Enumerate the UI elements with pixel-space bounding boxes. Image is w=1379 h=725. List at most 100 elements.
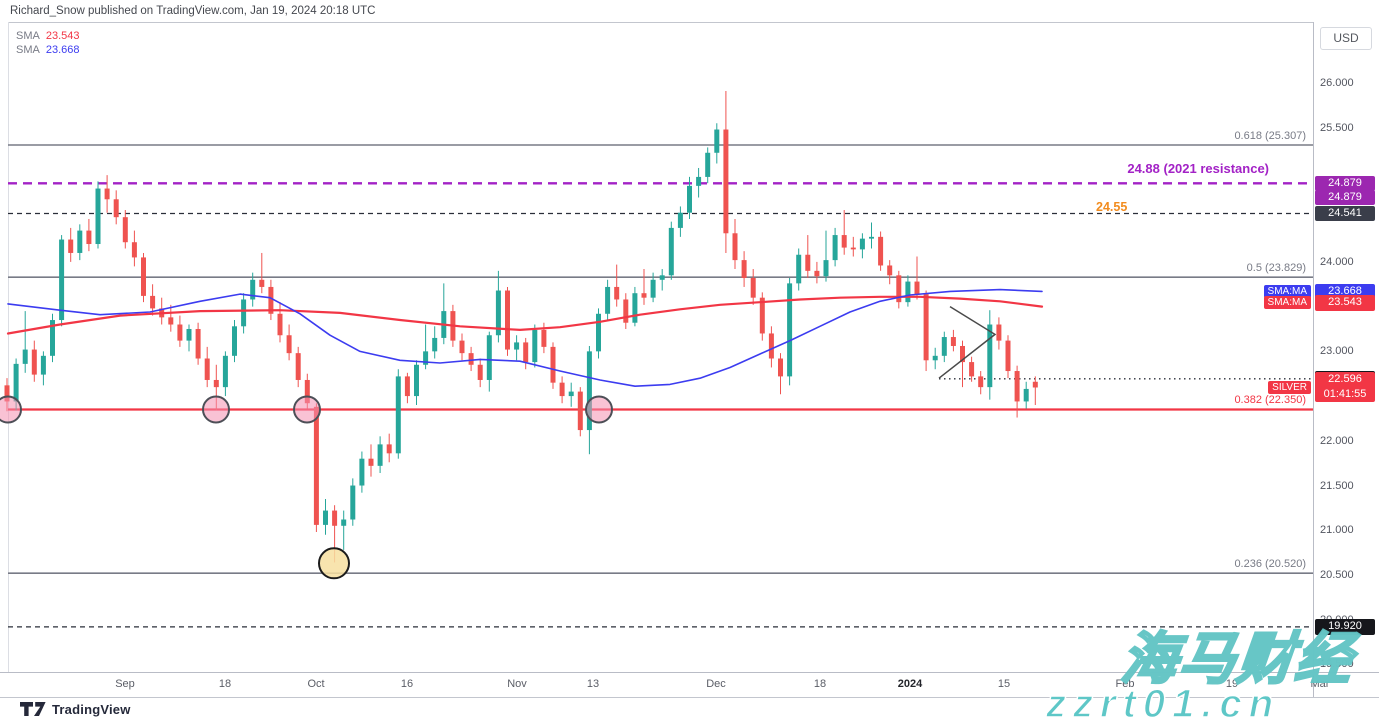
support-touch-1[interactable] (0, 395, 22, 424)
candle[interactable] (778, 353, 783, 395)
candle[interactable] (1023, 381, 1029, 409)
candle[interactable] (523, 337, 529, 370)
candle[interactable] (268, 279, 274, 321)
sma-slow-line[interactable] (7, 288, 1043, 388)
candle[interactable] (377, 436, 383, 474)
alert-tag-19920[interactable]: 19.920 (1315, 619, 1375, 635)
candle[interactable] (68, 227, 74, 262)
candle[interactable] (295, 346, 301, 388)
candle[interactable] (131, 230, 137, 267)
candle[interactable] (905, 275, 911, 307)
candle[interactable] (832, 227, 838, 267)
candle[interactable] (59, 235, 65, 327)
candle[interactable] (641, 269, 647, 305)
candle[interactable] (941, 331, 947, 363)
candle[interactable] (887, 260, 893, 285)
candle[interactable] (632, 286, 638, 327)
candle[interactable] (195, 322, 201, 365)
candle[interactable] (368, 444, 374, 477)
candle[interactable] (987, 310, 993, 400)
candle[interactable] (113, 190, 119, 225)
candle[interactable] (850, 236, 856, 257)
candle[interactable] (286, 324, 292, 361)
swing-low-circle[interactable] (318, 547, 350, 580)
candle[interactable] (896, 270, 902, 309)
resistance-annotation[interactable]: 24.88 (2021 resistance) (1127, 161, 1269, 176)
candle[interactable] (623, 293, 629, 329)
candle[interactable] (1032, 376, 1038, 406)
candle[interactable] (532, 324, 538, 368)
last-price-tag[interactable]: 22.596 01:41:55 (1315, 372, 1375, 403)
candle[interactable] (404, 372, 410, 404)
level-tag-24541[interactable]: 24.541 (1315, 205, 1375, 222)
candle[interactable] (232, 320, 237, 363)
candle[interactable] (386, 433, 392, 463)
candle[interactable] (1014, 365, 1020, 418)
candle[interactable] (878, 231, 884, 271)
symbol-chip[interactable]: SILVER (1268, 380, 1311, 394)
currency-unit-button[interactable]: USD (1320, 27, 1372, 50)
candle[interactable] (468, 346, 474, 372)
candle[interactable] (104, 175, 110, 213)
candle[interactable] (40, 351, 46, 386)
candle[interactable] (805, 235, 811, 279)
candle[interactable] (1005, 335, 1011, 379)
candle[interactable] (823, 230, 829, 282)
candle[interactable] (714, 123, 720, 164)
indicator-legend[interactable]: SMA 23.543 SMA 23.668 (16, 29, 80, 57)
candle[interactable] (150, 284, 156, 316)
candle[interactable] (687, 176, 692, 219)
candle[interactable] (841, 210, 847, 255)
sma-fast-chip[interactable]: SMA:MA (1263, 296, 1311, 310)
candle[interactable] (787, 278, 793, 386)
candle[interactable] (869, 222, 874, 249)
candle[interactable] (723, 91, 729, 253)
candle[interactable] (359, 451, 365, 493)
candle[interactable] (323, 498, 328, 535)
candle[interactable] (505, 286, 510, 356)
candle[interactable] (814, 261, 820, 284)
candle[interactable] (650, 272, 656, 303)
candle[interactable] (732, 218, 738, 270)
candle[interactable] (659, 269, 665, 291)
candle[interactable] (313, 403, 319, 533)
candle[interactable] (705, 147, 711, 184)
candle[interactable] (696, 167, 702, 198)
candle[interactable] (31, 340, 37, 382)
candle[interactable] (923, 290, 929, 372)
candle[interactable] (459, 333, 465, 361)
candle[interactable] (495, 270, 501, 343)
candle[interactable] (486, 331, 492, 392)
support-touch-3[interactable] (293, 395, 321, 424)
candle[interactable] (577, 387, 583, 437)
candle[interactable] (141, 252, 146, 303)
candle[interactable] (414, 360, 419, 406)
candle[interactable] (395, 369, 401, 459)
candle[interactable] (277, 302, 283, 343)
candle[interactable] (95, 181, 101, 249)
candle[interactable] (614, 264, 620, 307)
candle[interactable] (514, 335, 520, 361)
candle[interactable] (750, 269, 756, 305)
candle[interactable] (969, 356, 975, 382)
candle[interactable] (568, 382, 574, 407)
time-axis-border[interactable] (0, 672, 1379, 673)
legend-sma-fast[interactable]: SMA 23.543 (16, 29, 80, 43)
candle[interactable] (996, 317, 1002, 350)
candle[interactable] (250, 272, 256, 307)
candle[interactable] (596, 308, 601, 359)
candle[interactable] (222, 351, 228, 397)
sma-fast-tag[interactable]: 23.543 (1315, 295, 1375, 311)
triangle-pattern[interactable] (938, 305, 997, 379)
candle[interactable] (950, 329, 956, 352)
price-axis-border[interactable] (1313, 22, 1314, 697)
candle[interactable] (796, 248, 802, 291)
candle[interactable] (350, 478, 356, 526)
fib-ext-tag[interactable]: 24.879 (1315, 189, 1375, 206)
candle[interactable] (759, 292, 765, 341)
candle[interactable] (559, 376, 565, 404)
sma-slow-chip[interactable]: SMA:MA (1263, 285, 1311, 299)
legend-sma-slow[interactable]: SMA 23.668 (16, 43, 80, 57)
candle[interactable] (978, 371, 984, 395)
